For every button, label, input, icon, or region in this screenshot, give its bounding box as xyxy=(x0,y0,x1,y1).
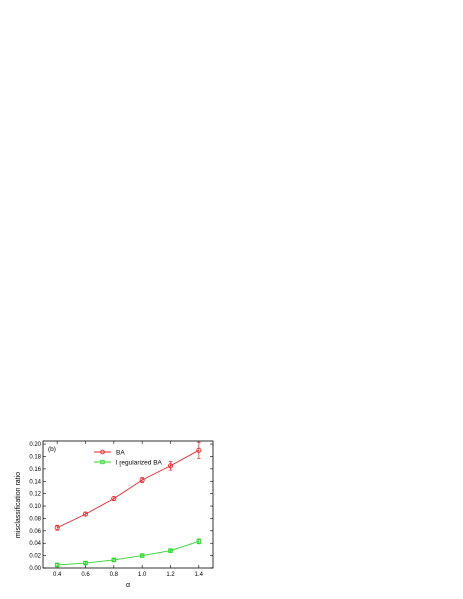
y-axis-title: misclassification ratio xyxy=(15,472,22,538)
data-point xyxy=(139,553,145,558)
y-tick-label: 0.12 xyxy=(29,492,41,498)
y-tick-label: 0.10 xyxy=(29,504,41,510)
series-layer xyxy=(54,441,202,568)
y-tick-label: 0.20 xyxy=(29,442,41,448)
x-axis: 0.4 0.6 0.8 1.0 1.2 1.4 xyxy=(53,441,204,578)
data-point xyxy=(83,560,88,566)
data-point xyxy=(54,525,60,531)
x-tick-label: 0.4 xyxy=(53,572,62,578)
data-point xyxy=(167,463,174,469)
y-tick-label: 0.14 xyxy=(29,479,41,485)
series-1 xyxy=(54,538,202,568)
x-axis-title: α xyxy=(126,582,130,589)
x-tick-label: 1.0 xyxy=(138,572,147,578)
y-tick-label: 0.04 xyxy=(29,541,41,547)
data-point xyxy=(111,496,117,502)
x-tick-label: 1.4 xyxy=(195,572,204,578)
series-line xyxy=(57,540,199,566)
panel-label: (b) xyxy=(48,446,56,453)
data-point xyxy=(196,447,202,453)
data-point xyxy=(111,557,117,563)
legend-label-ba: BA xyxy=(116,450,125,457)
legend-entry-ba: BA xyxy=(94,450,125,457)
data-point xyxy=(139,477,145,483)
legend: BA l regularized BA 1 xyxy=(94,450,163,468)
y-axis: 0.00 0.02 0.04 0.06 0.08 0.10 0.12 0.14 0.16 0.18… xyxy=(29,442,213,572)
series-line xyxy=(56,449,200,529)
y-tick-label: 0.08 xyxy=(29,516,41,522)
y-tick-label: 0.02 xyxy=(29,554,41,560)
y-tick-label: 0.18 xyxy=(29,454,41,460)
y-tick-label: 0.06 xyxy=(29,529,41,535)
data-point xyxy=(196,539,202,544)
series-0 xyxy=(54,441,202,531)
x-tick-label: 0.8 xyxy=(110,572,119,578)
legend-subscript: 1 xyxy=(119,463,122,468)
legend-label-l1-regularized-ba: l regularized BA xyxy=(116,460,163,467)
x-tick-label: 1.2 xyxy=(166,572,175,578)
legend-entry-l1-regularized-ba: l regularized BA 1 xyxy=(94,460,163,468)
plot-frame xyxy=(42,440,214,569)
y-tick-label: 0.16 xyxy=(29,467,41,473)
data-point xyxy=(168,548,173,553)
data-point xyxy=(54,562,60,568)
data-point xyxy=(82,511,89,517)
y-tick-label: 0.00 xyxy=(29,566,41,572)
x-tick-label: 0.6 xyxy=(81,572,90,578)
